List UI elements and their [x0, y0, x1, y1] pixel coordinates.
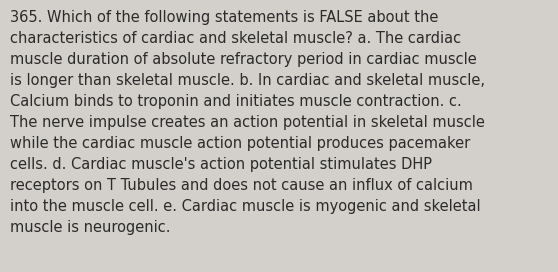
- Text: 365. Which of the following statements is FALSE about the
characteristics of car: 365. Which of the following statements i…: [10, 10, 485, 234]
